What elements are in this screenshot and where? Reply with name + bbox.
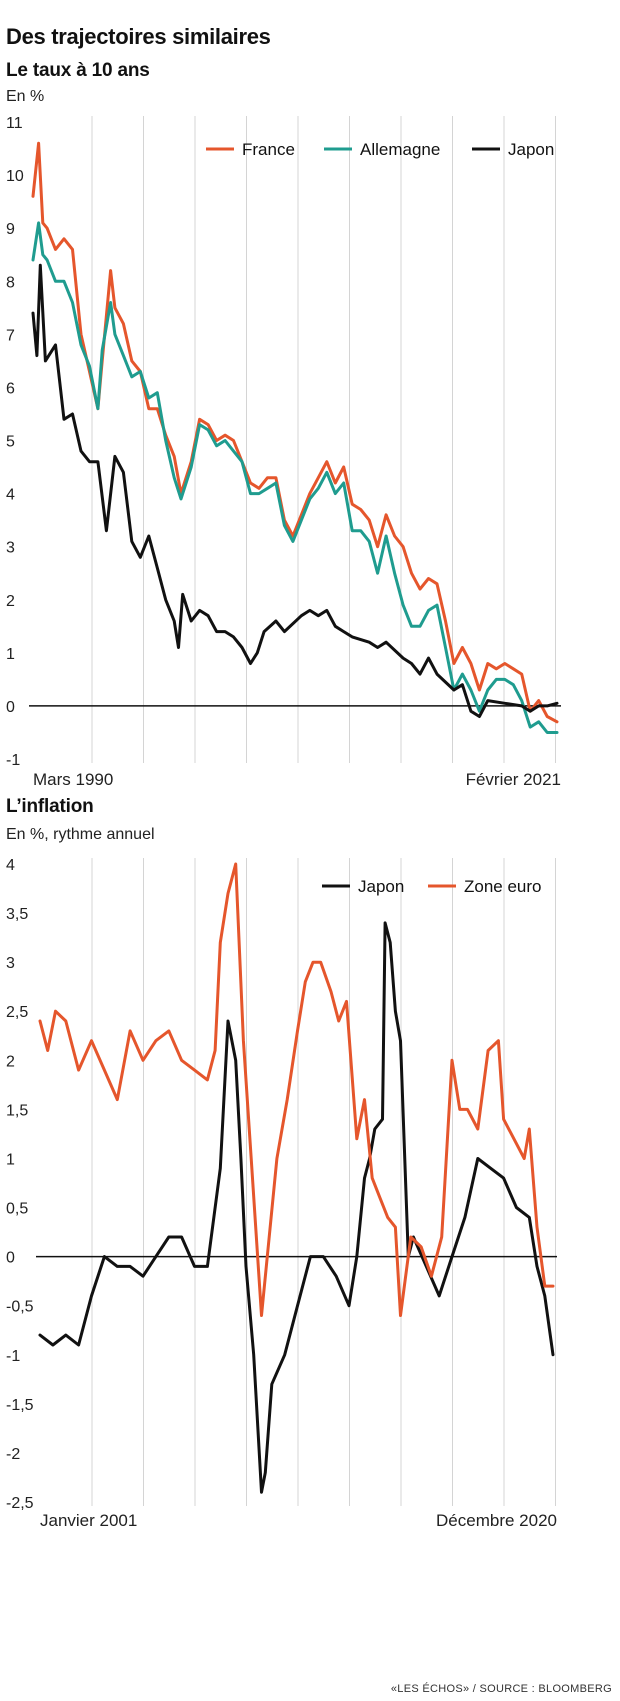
legend-item: Zone euro	[428, 877, 542, 896]
y-tick-label: 0	[6, 699, 15, 716]
y-tick-label: 9	[6, 221, 15, 238]
y-tick-label: 2,5	[6, 1004, 28, 1021]
x-end-label: Février 2021	[466, 770, 561, 789]
y-tick-label: 2	[6, 1053, 15, 1070]
y-tick-label: 0	[6, 1250, 15, 1267]
chart1-title: Le taux à 10 ans	[6, 60, 150, 81]
y-tick-label: 4	[6, 487, 15, 504]
y-tick-label: 5	[6, 434, 15, 451]
y-tick-label: 11	[6, 115, 23, 132]
y-tick-label: -1	[6, 1348, 20, 1365]
y-tick-label: -0,5	[6, 1299, 34, 1316]
y-tick-label: 8	[6, 274, 15, 291]
legend-item: Japon	[322, 877, 404, 896]
y-tick-label: 4	[6, 857, 15, 874]
y-tick-label: -1,5	[6, 1397, 34, 1414]
y-tick-label: 0,5	[6, 1201, 28, 1218]
y-tick-label: 1	[6, 1151, 15, 1168]
x-start-label: Janvier 2001	[40, 1511, 137, 1530]
legend-item: Allemagne	[324, 140, 440, 159]
x-start-label: Mars 1990	[33, 770, 113, 789]
series-line-france	[31, 141, 559, 724]
y-tick-label: 10	[6, 168, 24, 185]
chart2-title: L’inflation	[6, 796, 94, 817]
chart2-unit: En %, rythme annuel	[6, 826, 155, 843]
y-tick-label: 7	[6, 327, 15, 344]
y-tick-label: -1	[6, 752, 20, 769]
page-title: Des trajectoires similaires	[6, 24, 271, 49]
y-tick-label: -2,5	[6, 1495, 34, 1512]
inflation-chart: -2,5 -2 -1,5 -1 -0,5 0 0,5 1 1,5 2 2,5 3 3,5 4 Janvier…	[6, 857, 557, 1530]
y-tick-label: 3	[6, 540, 15, 557]
legend-label: Zone euro	[464, 877, 542, 896]
legend-label: Japon	[358, 877, 404, 896]
chart1-unit: En %	[6, 88, 45, 105]
series-line-zone-euro	[38, 862, 555, 1317]
legend-label: Allemagne	[360, 140, 440, 159]
source-credit: «LES ÉCHOS» / SOURCE : BLOOMBERG	[390, 1683, 612, 1695]
series-line-japon	[38, 921, 555, 1494]
legend-item: Japon	[472, 140, 554, 159]
series-line-japon	[31, 263, 559, 718]
legend-item: France	[206, 140, 295, 159]
legend-label: France	[242, 140, 295, 159]
x-end-label: Décembre 2020	[436, 1511, 557, 1530]
y-tick-label: 3	[6, 955, 15, 972]
y-tick-label: 6	[6, 380, 15, 397]
legend-label: Japon	[508, 140, 554, 159]
y-tick-label: 1	[6, 646, 15, 663]
rates-chart: -1 0 1 2 3 4 5 6 7 8 9 10 11 Mars 1990 Février 2021 Fra…	[6, 115, 561, 789]
y-tick-label: 2	[6, 593, 15, 610]
y-tick-label: -2	[6, 1446, 20, 1463]
y-tick-label: 3,5	[6, 906, 28, 923]
series-line-allemagne	[31, 221, 559, 734]
y-tick-label: 1,5	[6, 1102, 28, 1119]
